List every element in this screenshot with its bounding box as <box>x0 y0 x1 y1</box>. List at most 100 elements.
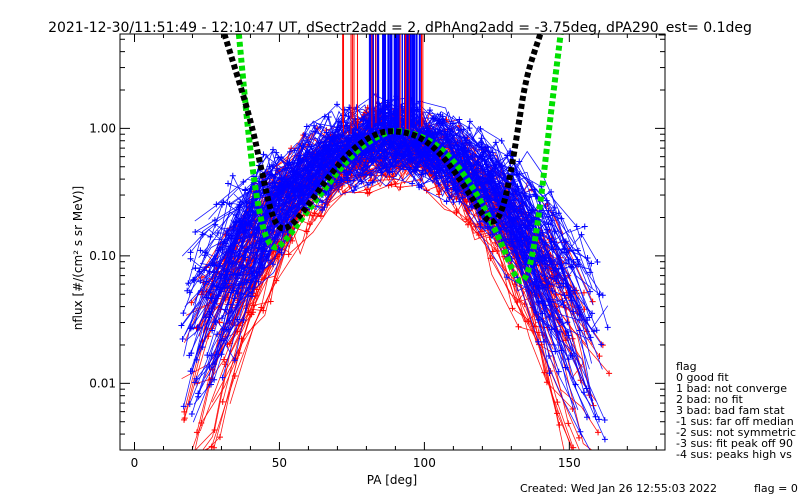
data-point <box>568 263 575 270</box>
data-point <box>287 148 294 155</box>
data-point <box>545 353 552 360</box>
data-point <box>310 153 317 160</box>
legend-item: 0 good fit <box>676 371 729 384</box>
data-point <box>555 368 562 375</box>
data-point <box>572 449 574 450</box>
data-point <box>320 142 327 149</box>
data-point <box>187 325 194 332</box>
data-point <box>378 169 385 176</box>
legend-item: 3 bad: bad fam stat <box>676 404 785 417</box>
created-timestamp: Created: Wed Jan 26 12:55:03 2022 <box>520 482 717 495</box>
data-point <box>236 217 243 224</box>
data-point <box>197 277 204 284</box>
data-point <box>197 247 204 254</box>
data-point <box>560 280 567 287</box>
data-point <box>473 168 480 175</box>
data-line <box>219 134 592 272</box>
data-point <box>311 210 318 217</box>
data-point <box>273 149 280 156</box>
data-line <box>193 134 580 331</box>
legend-title: flag <box>676 360 697 373</box>
data-point <box>221 356 228 363</box>
data-point <box>443 198 450 205</box>
data-point <box>555 265 562 272</box>
data-point <box>583 385 590 392</box>
data-point <box>601 417 608 424</box>
data-point <box>514 183 521 190</box>
data-point <box>213 201 220 208</box>
legend-item: 2 bad: no fit <box>676 393 744 406</box>
data-point <box>186 352 193 359</box>
data-point <box>433 170 440 177</box>
data-point <box>552 348 559 355</box>
data-point <box>220 337 227 344</box>
data-point <box>483 184 490 191</box>
data-point <box>588 260 595 267</box>
data-point <box>282 214 289 221</box>
data-point <box>575 247 582 254</box>
data-point <box>444 178 451 185</box>
data-point <box>436 120 443 127</box>
data-point <box>334 101 341 108</box>
legend-item: 1 bad: not converge <box>676 382 787 395</box>
data-point <box>480 149 487 156</box>
data-point <box>534 299 541 306</box>
data-point <box>406 164 413 171</box>
data-point <box>285 251 292 258</box>
data-point <box>211 217 218 224</box>
data-point <box>209 327 216 334</box>
data-point <box>576 434 583 441</box>
data-point <box>228 308 235 315</box>
data-point <box>556 422 563 429</box>
data-point <box>206 268 213 275</box>
data-point <box>560 301 567 308</box>
data-point <box>558 347 565 354</box>
data-point <box>599 292 606 299</box>
data-point <box>479 171 486 178</box>
data-point <box>218 351 225 358</box>
flag-legend: flag 0 good fit 1 bad: not converge 2 ba… <box>676 360 796 461</box>
data-point <box>478 141 485 148</box>
data-point <box>231 357 238 364</box>
data-point <box>503 274 510 281</box>
data-point <box>606 370 613 377</box>
data-point <box>522 193 529 200</box>
data-point <box>383 167 390 174</box>
y-tick-label: 1.00 <box>89 121 116 135</box>
data-point <box>248 220 255 227</box>
data-point <box>278 249 285 256</box>
legend-item: -1 sus: far off median <box>676 415 794 428</box>
data-point <box>235 282 242 289</box>
data-point <box>576 317 583 324</box>
data-point <box>216 434 223 441</box>
data-point <box>187 255 194 262</box>
data-point <box>478 135 485 142</box>
data-point <box>201 252 208 259</box>
data-point <box>530 206 537 213</box>
data-point <box>309 172 316 179</box>
data-point <box>570 308 577 315</box>
data-point <box>490 172 497 179</box>
y-axis-label: nflux [#/(cm² s sr MeV)] <box>71 186 85 330</box>
data-point <box>436 188 443 195</box>
data-point <box>476 218 483 225</box>
data-point <box>477 223 484 230</box>
data-point <box>241 264 248 271</box>
data-point <box>233 211 240 218</box>
data-point <box>416 140 423 147</box>
data-point <box>462 134 469 141</box>
data-point <box>598 341 605 348</box>
legend-item: -2 sus: not symmetric <box>676 426 796 439</box>
data-line <box>233 134 588 347</box>
data-point <box>366 189 373 196</box>
data-point <box>478 146 485 153</box>
data-point <box>346 139 353 146</box>
data-point <box>596 416 603 423</box>
data-point <box>248 311 255 318</box>
data-point <box>585 457 591 463</box>
data-point <box>192 265 199 272</box>
data-point <box>258 304 265 311</box>
data-point <box>211 319 218 326</box>
x-tick-label: 100 <box>413 456 436 470</box>
data-point <box>419 158 426 165</box>
